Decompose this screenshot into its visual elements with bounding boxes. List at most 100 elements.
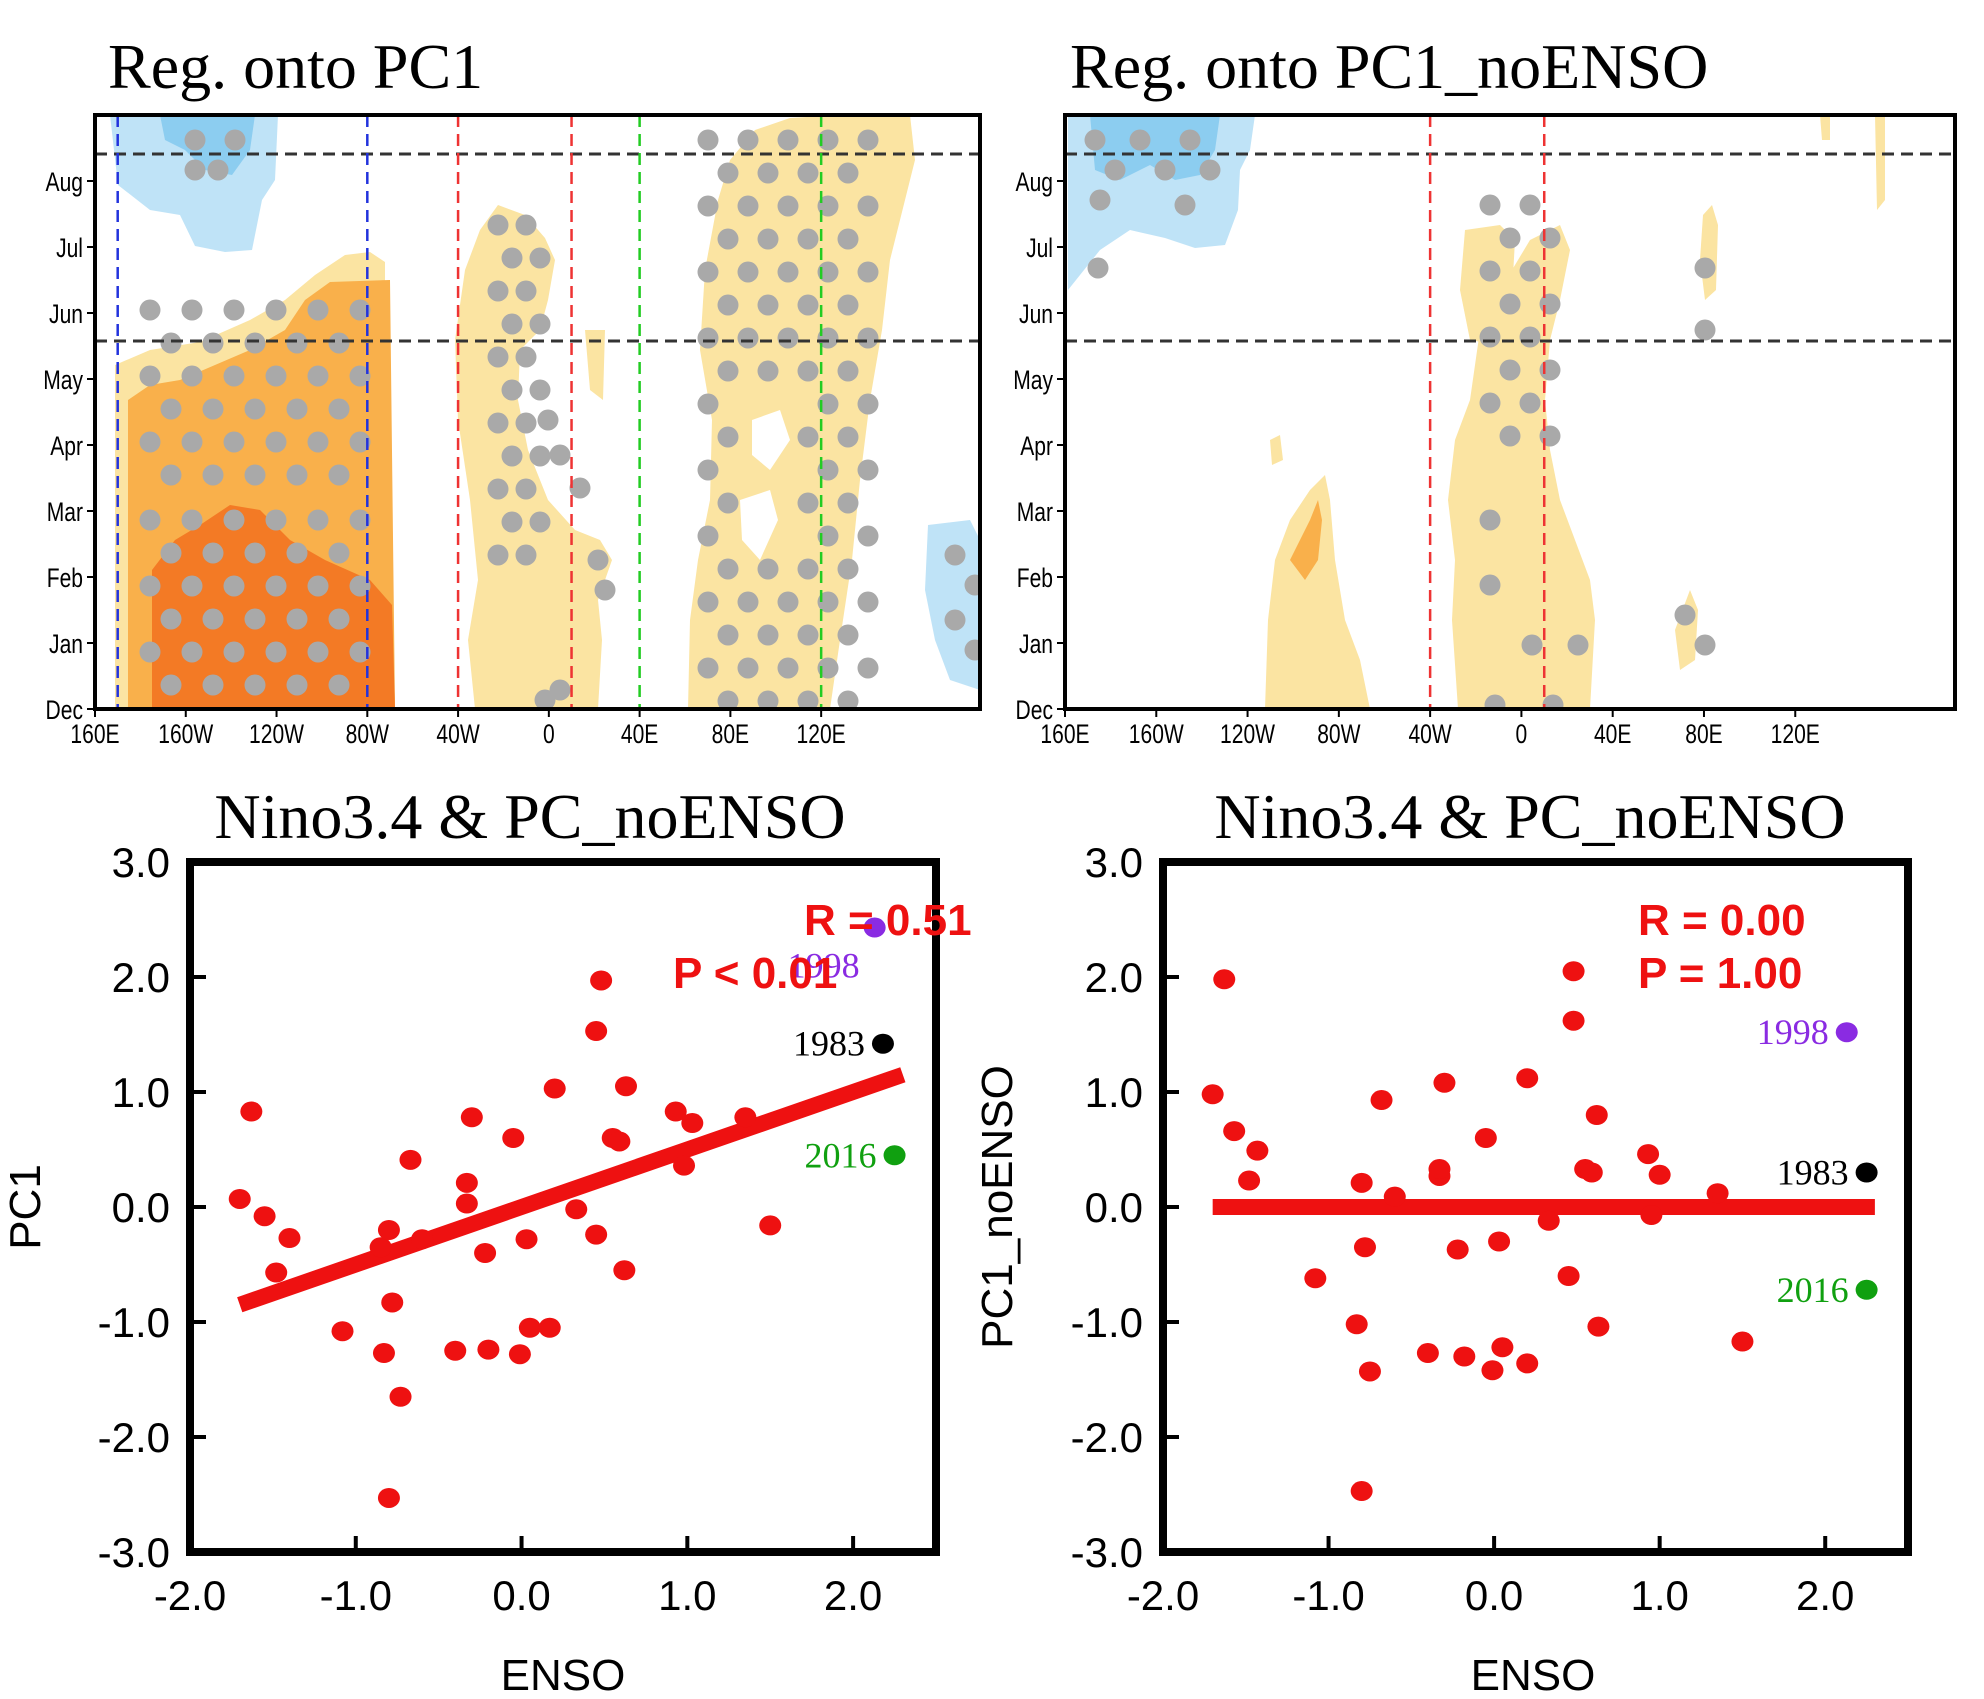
stipple-dot — [1539, 359, 1561, 381]
y-tick-label: 3.0 — [112, 839, 170, 886]
x-tick-label: -1.0 — [320, 1572, 392, 1619]
stipple-dot — [837, 690, 859, 709]
data-point — [455, 1172, 478, 1193]
data-point — [1353, 1237, 1376, 1258]
x-tick-label: 160E — [70, 720, 119, 750]
stipple-dot — [537, 409, 559, 431]
stipple-dot — [817, 261, 839, 283]
x-tick-label: 80E — [712, 720, 749, 750]
stipple-dot — [797, 360, 819, 382]
highlight-point — [1835, 1022, 1858, 1043]
data-point — [377, 1220, 400, 1240]
stipple-dot — [515, 214, 537, 236]
stipple-dot — [349, 641, 371, 663]
stipple-dot — [529, 445, 551, 467]
stipple-dot — [964, 574, 980, 596]
stipple-dot — [837, 360, 859, 382]
heatmap-panel-pc1-noenso: Reg. onto PC1_noENSO 160E 160W 120W 80W 40W 0… — [1013, 31, 1957, 750]
correlation-label: R = 0.00 — [1638, 896, 1806, 945]
stipple-dot — [757, 294, 779, 316]
y-tick-label: 1.0 — [1085, 1069, 1143, 1116]
stipple-dot — [286, 608, 308, 630]
stipple-dot — [757, 624, 779, 646]
stipple-dot — [1499, 425, 1521, 447]
stipple-dot — [328, 542, 350, 564]
p-value-label: P = 1.00 — [1638, 949, 1802, 998]
stipple-dot — [139, 365, 161, 387]
stipple-dot — [1539, 425, 1561, 447]
stipple-dot — [529, 379, 551, 401]
data-point — [508, 1344, 531, 1365]
stipple-dot — [181, 431, 203, 453]
stipple-dot — [797, 558, 819, 580]
data-point — [613, 1260, 636, 1281]
data-point — [377, 1487, 400, 1508]
data-point — [460, 1107, 483, 1128]
stipple-dot — [515, 346, 537, 368]
stipple-dot — [797, 426, 819, 448]
stipple-dot — [757, 162, 779, 184]
stipple-dot — [184, 129, 206, 151]
stipple-dot — [265, 431, 287, 453]
stipple-dot — [777, 591, 799, 613]
year-label: 2016 — [1777, 1270, 1849, 1310]
data-point — [1433, 1072, 1456, 1093]
positive-anomaly-region — [1675, 590, 1698, 670]
data-point — [1383, 1186, 1406, 1207]
stipple-dot — [1129, 129, 1151, 151]
y-tick-label: May — [43, 366, 84, 396]
stipple-dot — [717, 690, 739, 709]
x-tick-label: 2.0 — [1796, 1572, 1854, 1619]
stipple-dot — [244, 398, 266, 420]
stipple-dot — [515, 478, 537, 500]
p-value-label: P < 0.01 — [673, 949, 837, 998]
stipple-dot — [202, 608, 224, 630]
x-tick-label: 40W — [436, 720, 479, 750]
stipple-dot — [223, 299, 245, 321]
x-tick-label: 120E — [1771, 720, 1820, 750]
data-point — [759, 1215, 782, 1236]
x-tick-label: 160W — [1129, 720, 1184, 750]
data-point — [1587, 1316, 1610, 1337]
y-tick-label: -1.0 — [1071, 1299, 1143, 1346]
data-point — [1562, 961, 1585, 982]
stipple-dot — [328, 398, 350, 420]
stipple-dot — [817, 327, 839, 349]
stipple-dot — [944, 544, 966, 566]
data-point — [1223, 1121, 1246, 1142]
stipple-dot — [1479, 326, 1501, 348]
stipple-dot — [501, 247, 523, 269]
y-tick-label: Jan — [49, 630, 83, 660]
stipple-dot — [202, 674, 224, 696]
stipple-dot — [160, 464, 182, 486]
stipple-dot — [717, 228, 739, 250]
y-axis-label: PC1 — [1, 1164, 50, 1250]
stipple-dot — [139, 575, 161, 597]
stipple-dot — [777, 657, 799, 679]
stipple-dot — [1519, 392, 1541, 414]
stipple-dot — [797, 162, 819, 184]
stipple-dot — [1484, 694, 1506, 709]
data-point — [444, 1340, 467, 1361]
stipple-dot — [265, 299, 287, 321]
stipple-dot — [857, 195, 879, 217]
stipple-dot — [534, 689, 556, 709]
stipple-dot — [1479, 194, 1501, 216]
stipple-dot — [223, 365, 245, 387]
heatmap-axis-ticks: 160E 160W 120W 80W 40W 0 40E 80E 120E Dec Jan Feb Ma… — [43, 168, 846, 750]
data-point — [1201, 1084, 1224, 1105]
positive-anomaly-region — [1875, 115, 1885, 210]
data-point — [538, 1317, 561, 1338]
data-point — [1557, 1266, 1580, 1286]
stipple-dot — [697, 327, 719, 349]
data-point — [608, 1131, 631, 1152]
stipple-dot — [307, 431, 329, 453]
data-point — [331, 1321, 354, 1342]
stipple-dot — [1087, 257, 1109, 279]
data-point — [265, 1262, 288, 1283]
heatmap-title: Reg. onto PC1 — [108, 31, 483, 102]
stipple-dot — [817, 591, 839, 613]
stipple-dot — [777, 261, 799, 283]
y-tick-label: Mar — [47, 498, 83, 528]
stipple-dot — [1694, 634, 1716, 656]
